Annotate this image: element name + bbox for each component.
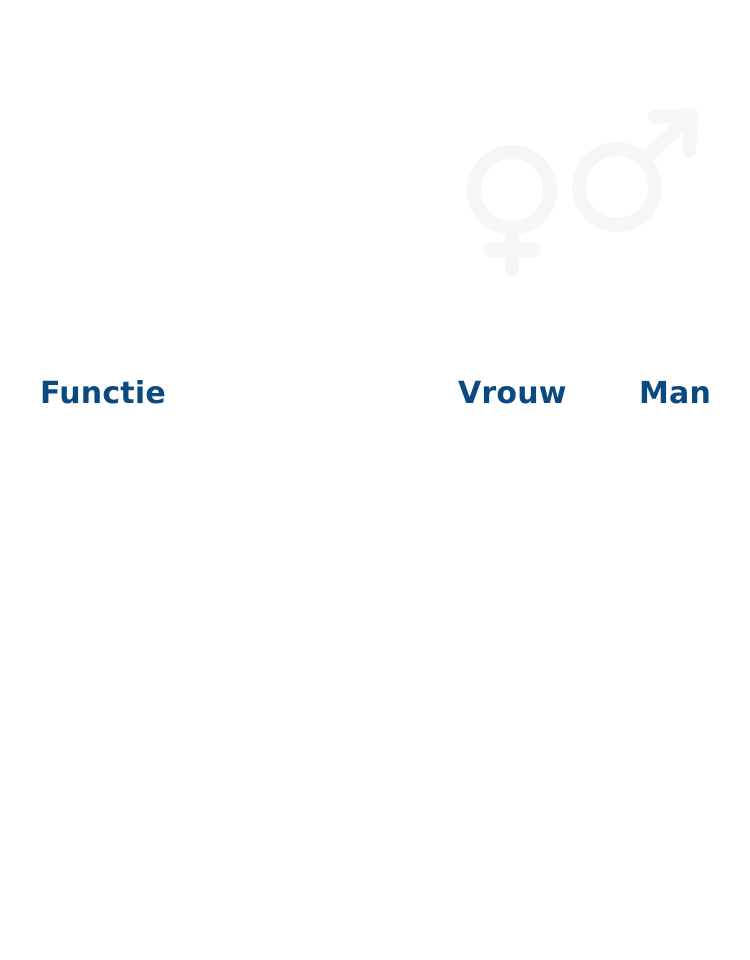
gender-symbols-icon (467, 108, 698, 277)
table-header-row: Functie Vrouw Man (0, 372, 750, 416)
female-symbol-icon (467, 145, 557, 277)
column-header-functie: Functie (40, 376, 166, 411)
male-symbol-icon (572, 108, 698, 232)
column-header-vrouw: Vrouw (458, 376, 567, 411)
column-header-man: Man (639, 376, 712, 411)
